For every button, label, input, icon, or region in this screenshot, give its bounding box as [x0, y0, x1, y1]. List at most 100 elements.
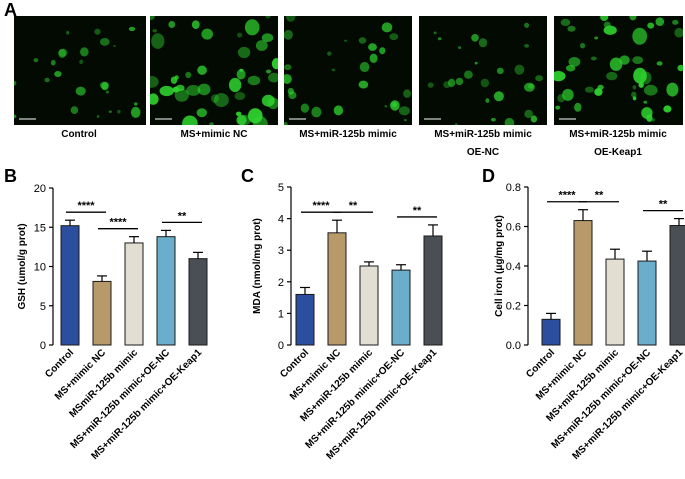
cell-blob [152, 29, 157, 33]
cell-blob [398, 106, 410, 116]
cell-blob [44, 77, 50, 83]
cell-blob [427, 82, 434, 88]
bar [92, 280, 112, 346]
cell-blob [185, 71, 192, 79]
cell-blob [236, 115, 247, 125]
cell-blob [554, 71, 566, 82]
cell-blob [210, 94, 219, 103]
y-tick-label: 0.6 [506, 222, 521, 234]
cell-blob [389, 33, 399, 41]
cell-blob [524, 109, 533, 119]
bar [573, 220, 593, 346]
cell-blob [392, 102, 397, 107]
cell-blob [261, 33, 274, 43]
cell-blob [172, 86, 180, 93]
cell-blob [606, 71, 618, 81]
cell-blob [209, 122, 214, 125]
cell-blob [300, 103, 310, 113]
cell-blob [437, 37, 442, 41]
significance-label: **** [109, 217, 127, 229]
significance-label: ** [178, 210, 187, 222]
cell-blob [170, 76, 178, 84]
bar [605, 258, 625, 346]
micrograph-label-2: MS+mimic NC [139, 128, 289, 142]
cell-blob [150, 93, 159, 105]
significance-label: ** [659, 199, 668, 211]
cell-blob [255, 40, 268, 51]
micrograph-label-line1: Control [61, 129, 97, 140]
bar [188, 258, 208, 346]
cell-blob [379, 47, 386, 55]
cell-blob [284, 64, 292, 71]
micrograph-label-line2: OE-Keap1 [594, 147, 642, 158]
micrograph-1 [14, 16, 146, 125]
cell-blob [560, 18, 571, 26]
cell-blob [108, 110, 112, 113]
cell-blob [96, 115, 100, 118]
cell-blob [594, 88, 603, 96]
significance-label: **** [77, 200, 95, 212]
cell-blob [150, 76, 159, 88]
cell-blob [480, 78, 490, 88]
cell-blob [632, 27, 648, 45]
cell-blob [54, 71, 62, 77]
y-tick-label: 0 [278, 340, 284, 352]
cell-blob [458, 46, 462, 49]
cell-blob [674, 27, 683, 38]
y-tick-label: 10 [34, 262, 46, 274]
cell-blob [384, 105, 388, 108]
cell-blob [79, 59, 84, 65]
cell-blob [159, 85, 174, 97]
cell-blob [567, 25, 576, 32]
cell-blob [150, 16, 155, 20]
cell-blob [530, 115, 538, 123]
cell-blob [369, 53, 378, 63]
bar [669, 225, 685, 346]
cell-blob [58, 49, 67, 58]
cell-blob [474, 61, 478, 65]
cell-blob [600, 16, 609, 21]
cell-blob [247, 75, 261, 86]
cell-blob [574, 102, 582, 112]
cell-blob [454, 123, 458, 125]
bar [156, 236, 176, 346]
micrograph-5 [554, 16, 683, 125]
cell-blob [632, 96, 637, 101]
cell-blob [594, 36, 599, 40]
cell-blob [643, 100, 648, 104]
cell-blob [514, 64, 525, 75]
cell-blob [644, 84, 658, 96]
cell-blob [266, 69, 271, 74]
cell-blob [433, 31, 437, 35]
cell-blob [237, 46, 251, 59]
cell-blob [632, 85, 637, 90]
cell-blob [75, 86, 86, 96]
cell-blob [284, 122, 288, 125]
significance-label: ** [595, 190, 604, 202]
cell-blob [197, 65, 207, 75]
y-tick-label: 5 [278, 182, 284, 194]
cell-blob [284, 29, 293, 40]
cell-blob [191, 20, 200, 29]
cell-blob [197, 83, 211, 96]
cell-blob [666, 82, 679, 97]
cell-blob [236, 69, 246, 80]
cell-blob [50, 59, 56, 66]
significance-label: ** [413, 205, 422, 217]
cell-blob [455, 77, 464, 86]
cell-blob [603, 25, 617, 35]
cell-blob [117, 109, 121, 114]
cell-blob [632, 56, 644, 64]
cell-blob [490, 117, 496, 122]
cell-blob [14, 114, 17, 119]
cell-blob [33, 58, 39, 63]
cell-blob [368, 43, 377, 51]
cell-blob [213, 93, 229, 108]
cell-blob [562, 88, 574, 101]
cell-blob [106, 90, 109, 94]
bar [327, 232, 347, 346]
cell-blob [113, 45, 116, 47]
bar [124, 242, 144, 346]
cell-blob [358, 80, 369, 89]
